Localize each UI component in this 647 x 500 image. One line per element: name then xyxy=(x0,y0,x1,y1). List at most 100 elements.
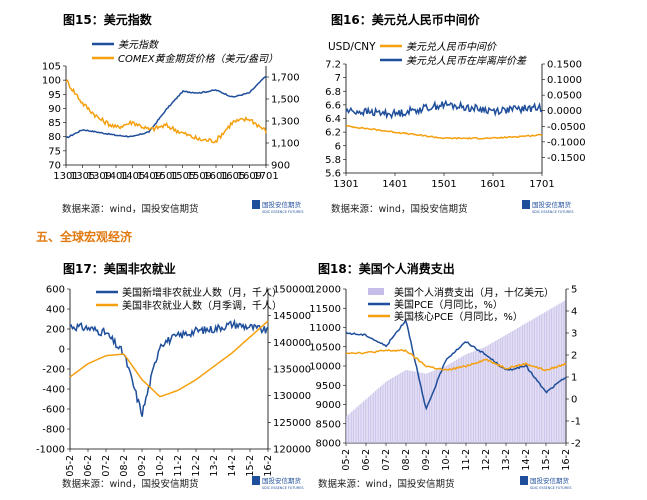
y-tick-label: 6 xyxy=(335,141,341,152)
x-tick-label: 1605 xyxy=(220,171,245,182)
x-tick-label: 09-2 xyxy=(137,455,148,477)
bar xyxy=(484,346,487,443)
y-tick-label: 8500 xyxy=(316,419,341,430)
series-line xyxy=(69,318,269,417)
x-tick-label: 10-2 xyxy=(441,449,452,471)
bar xyxy=(408,370,410,443)
panel-title-fig17: 图17：美国非农就业 xyxy=(63,262,176,276)
bar xyxy=(498,338,500,443)
bar xyxy=(368,396,370,443)
x-tick-label: 1505 xyxy=(170,171,195,182)
bar xyxy=(549,309,551,443)
bar xyxy=(403,371,405,443)
x-tick-label: 16-2 xyxy=(263,455,274,477)
y-tick-label: 100 xyxy=(42,76,61,87)
y-tick-label: 8000 xyxy=(316,439,341,450)
bar xyxy=(406,370,409,443)
legend-label: 美国核心PCE（月同比，%） xyxy=(394,310,523,323)
bar xyxy=(413,371,415,443)
panel-title-fig18: 图18：美国个人消费支出 xyxy=(318,262,455,276)
x-tick-label: 1301 xyxy=(53,171,78,182)
x-tick-label: 1601 xyxy=(203,171,228,182)
bar xyxy=(540,314,542,443)
y-tick-label: 105 xyxy=(42,62,61,73)
y-tick-label: 11500 xyxy=(309,304,341,315)
bar xyxy=(544,312,546,443)
source-note-fig15: 数据来源：wind，国投安信期货 xyxy=(62,204,199,215)
bar xyxy=(532,319,534,443)
y-tick-label: -1000 xyxy=(36,445,65,456)
y2-tick-label: -2 xyxy=(571,439,581,450)
bar xyxy=(508,333,510,443)
bar xyxy=(376,389,378,443)
bar xyxy=(474,350,476,443)
bar xyxy=(356,407,358,443)
bar xyxy=(550,308,553,443)
series-line xyxy=(65,78,267,144)
bar xyxy=(511,331,514,443)
bar xyxy=(357,405,360,443)
bar xyxy=(423,373,426,443)
svg-text:SDIC ESSENCE FUTURES: SDIC ESSENCE FUTURES xyxy=(262,486,304,490)
y-tick-label: 10500 xyxy=(309,342,341,353)
y-tick-label: 85 xyxy=(48,118,61,129)
y2-tick-label: 140000 xyxy=(273,338,311,349)
y-tick-label: 10000 xyxy=(309,362,341,373)
y2-tick-label: -0.1500 xyxy=(547,153,586,164)
y2-tick-label: 130000 xyxy=(273,391,311,402)
bar xyxy=(510,332,512,443)
bar xyxy=(513,330,515,443)
bar xyxy=(346,416,348,443)
x-tick-label: 16-2 xyxy=(561,449,572,471)
x-tick-label: 13-2 xyxy=(209,455,220,477)
brand-logo-4: 国投安信期货 SDIC ESSENCE FUTURES xyxy=(520,474,582,494)
bar xyxy=(393,376,395,443)
x-tick-label: 14-2 xyxy=(521,449,532,471)
source-note-fig17: 数据来源：wind，国投安信期货 xyxy=(62,479,199,490)
x-tick-label: 10-2 xyxy=(155,455,166,477)
bar xyxy=(542,313,544,443)
bar xyxy=(528,321,531,443)
bar xyxy=(415,371,417,443)
y-tick-label: 6.2 xyxy=(325,128,341,139)
bar xyxy=(359,404,361,443)
brand-logo-2: 国投安信期货 SDIC ESSENCE FUTURES xyxy=(522,198,584,218)
bar xyxy=(476,350,478,443)
bar xyxy=(398,373,400,443)
bar xyxy=(523,324,525,443)
y-tick-label: 9500 xyxy=(316,381,341,392)
y2-tick-label: 0 xyxy=(571,395,577,406)
bar xyxy=(555,305,558,443)
bar xyxy=(445,365,448,443)
svg-text:SDIC ESSENCE FUTURES: SDIC ESSENCE FUTURES xyxy=(532,210,574,214)
bar xyxy=(437,369,439,443)
bar xyxy=(439,368,441,443)
bar xyxy=(469,352,471,443)
bar xyxy=(454,360,456,443)
y-tick-label: 6.6 xyxy=(325,100,341,111)
y2-tick-label: 5 xyxy=(571,285,577,296)
x-tick-label: 1701 xyxy=(529,179,554,190)
bar xyxy=(364,399,366,443)
x-tick-label: 12-2 xyxy=(481,449,492,471)
y2-tick-label: -0.1000 xyxy=(547,137,586,148)
source-note-fig18: 数据来源：wind，国投安信期货 xyxy=(318,479,455,490)
y2-tick-label: 1,700 xyxy=(271,73,300,84)
y2-tick-label: 150000 xyxy=(273,285,311,296)
bar xyxy=(500,337,502,443)
bar xyxy=(562,301,564,443)
bar xyxy=(420,372,422,443)
bar xyxy=(522,325,524,443)
y2-tick-label: 1,100 xyxy=(271,139,300,150)
x-tick-label: 12-2 xyxy=(191,455,202,477)
x-tick-label: 07-2 xyxy=(381,449,392,471)
bar xyxy=(381,385,383,443)
series-line xyxy=(69,320,269,398)
series-line xyxy=(65,75,267,139)
x-tick-label: 1409 xyxy=(137,171,162,182)
x-tick-label: 06-2 xyxy=(361,449,372,471)
series-line xyxy=(345,99,543,120)
y-tick-label: 80 xyxy=(48,132,61,143)
bar xyxy=(527,322,529,443)
